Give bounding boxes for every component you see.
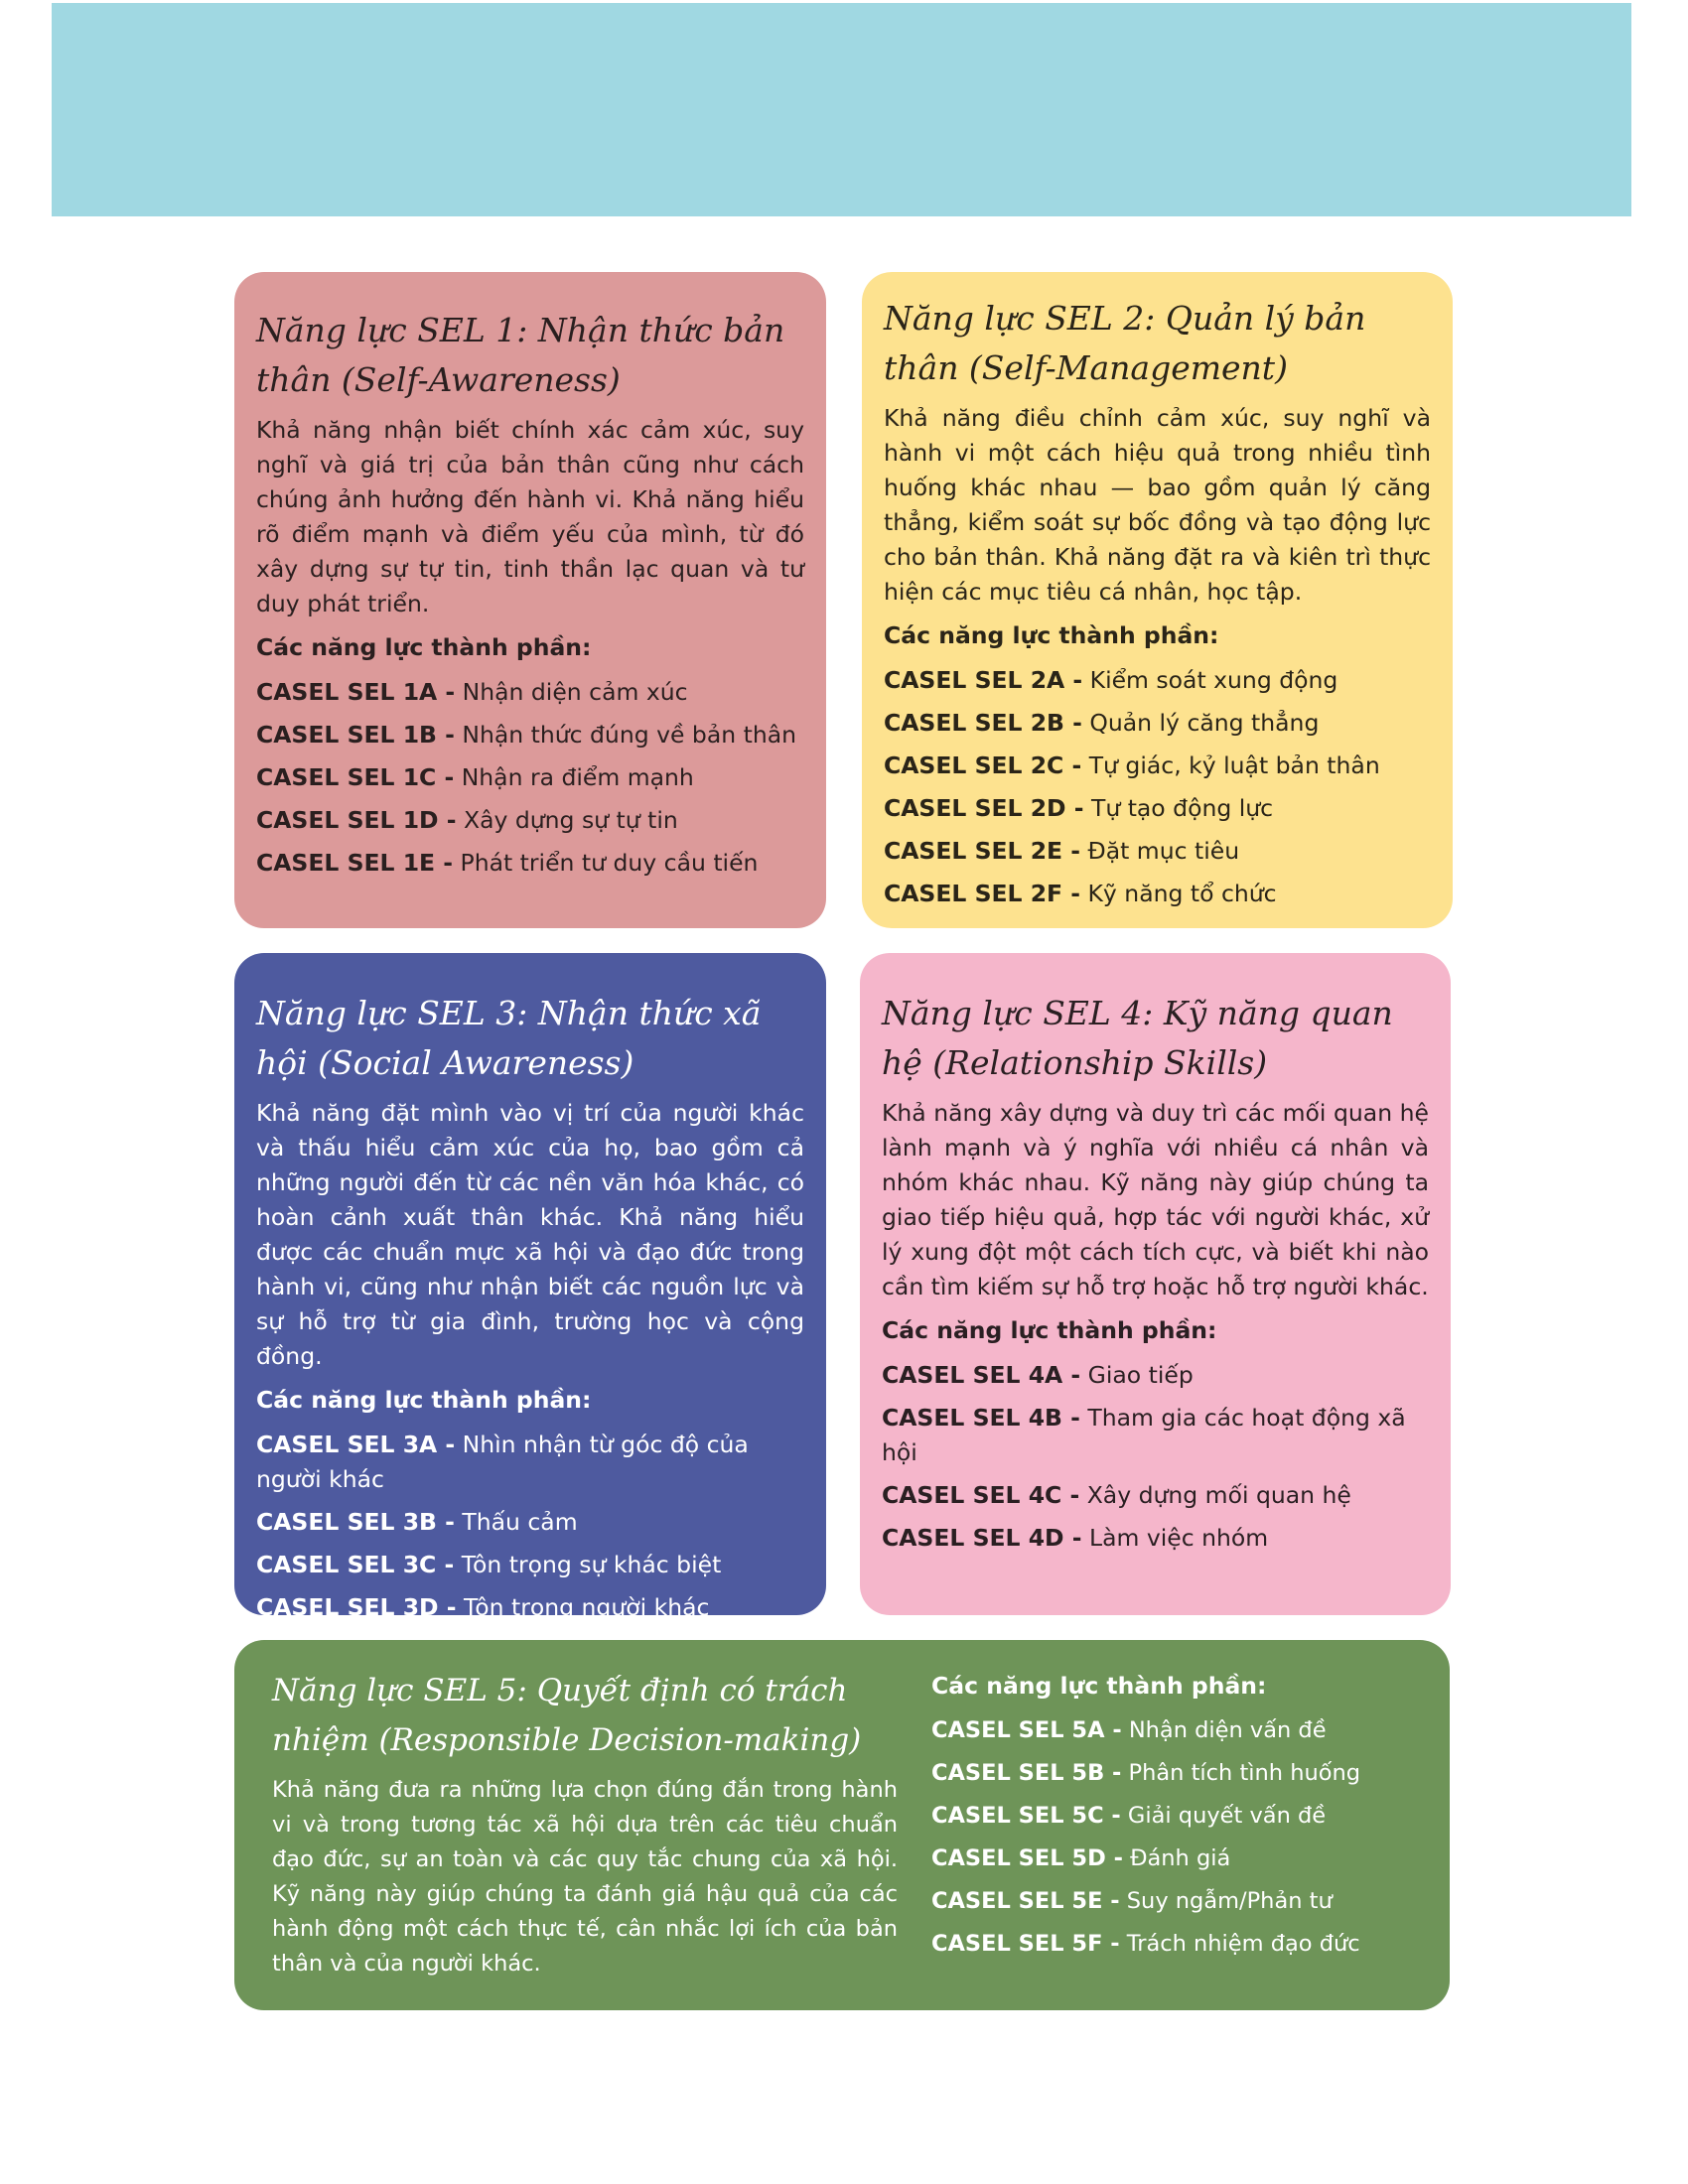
component-code: CASEL SEL 3A -: [256, 1431, 456, 1458]
component-name: Đánh giá: [1122, 1845, 1231, 1871]
component-name: Quản lý căng thẳng: [1081, 709, 1320, 737]
card-sel-1: Năng lực SEL 1: Nhận thức bản thân (Self…: [234, 272, 826, 928]
component-code: CASEL SEL 3C -: [256, 1551, 455, 1578]
card-sel-4: Năng lực SEL 4: Kỹ năng quan hệ (Relatio…: [860, 953, 1451, 1615]
components-heading: Các năng lực thành phần:: [256, 633, 592, 661]
component-code: CASEL SEL 1D -: [256, 806, 457, 834]
component-name: Trách nhiệm đạo đức: [1119, 1931, 1360, 1957]
card-sel-5: Năng lực SEL 5: Quyết định có trách nhiệ…: [234, 1640, 1450, 2010]
component-name: Làm việc nhóm: [1081, 1524, 1269, 1552]
card-sel-2: Năng lực SEL 2: Quản lý bản thân (Self-M…: [862, 272, 1453, 928]
component-name: Tôn trọng sự khác biệt: [454, 1551, 722, 1578]
component-code: CASEL SEL 4C -: [882, 1481, 1080, 1509]
component-name: Tự tạo động lực: [1083, 794, 1274, 822]
header-banner: [52, 3, 1631, 216]
component-code: CASEL SEL 5B -: [931, 1760, 1122, 1786]
component-item: CASEL SEL 3B - Thấu cảm: [256, 1505, 804, 1540]
component-item: CASEL SEL 2E - Đặt mục tiêu: [884, 834, 1431, 869]
component-name: Tham gia các hoạt động xã hội: [882, 1404, 1406, 1466]
component-item: CASEL SEL 1E - Phát triển tư duy cầu tiế…: [256, 846, 804, 881]
components-heading: Các năng lực thành phần:: [256, 1386, 592, 1414]
card-right-column: Các năng lực thành phần: CASEL SEL 5A - N…: [931, 1666, 1410, 1990]
component-item: CASEL SEL 4D - Làm việc nhóm: [882, 1521, 1429, 1556]
component-name: Nhìn nhận từ góc độ của người khác: [256, 1431, 749, 1493]
component-name: Đặt mục tiêu: [1080, 837, 1240, 865]
component-item: CASEL SEL 5C - Giải quyết vấn đề: [931, 1799, 1410, 1834]
component-name: Giao tiếp: [1080, 1361, 1194, 1389]
component-item: CASEL SEL 1C - Nhận ra điểm mạnh: [256, 760, 804, 795]
component-item: CASEL SEL 2C - Tự giác, kỷ luật bản thân: [884, 749, 1431, 783]
component-code: CASEL SEL 2B -: [884, 709, 1082, 737]
component-item: CASEL SEL 2A - Kiểm soát xung động: [884, 663, 1431, 698]
component-name: Phát triển tư duy cầu tiến: [453, 849, 759, 877]
component-item: CASEL SEL 1B - Nhận thức đúng về bản thâ…: [256, 718, 804, 752]
component-name: Thấu cảm: [454, 1508, 578, 1536]
component-code: CASEL SEL 5C -: [931, 1803, 1121, 1829]
component-code: CASEL SEL 2A -: [884, 666, 1083, 694]
component-name: Xây dựng mối quan hệ: [1079, 1481, 1351, 1509]
component-code: CASEL SEL 4A -: [882, 1361, 1081, 1389]
component-item: CASEL SEL 2D - Tự tạo động lực: [884, 791, 1431, 826]
card-sel-3: Năng lực SEL 3: Nhận thức xã hội (Social…: [234, 953, 826, 1621]
card-description: Khả năng nhận biết chính xác cảm xúc, su…: [256, 416, 804, 617]
component-code: CASEL SEL 2D -: [884, 794, 1084, 822]
component-item: CASEL SEL 1D - Xây dựng sự tự tin: [256, 803, 804, 838]
component-code: CASEL SEL 5F -: [931, 1931, 1120, 1957]
component-item: CASEL SEL 3A - Nhìn nhận từ góc độ của n…: [256, 1428, 804, 1497]
component-name: Xây dựng sự tự tin: [456, 806, 678, 834]
component-name: Kiểm soát xung động: [1082, 666, 1338, 694]
card-title: Năng lực SEL 5: Quyết định có trách nhiệ…: [272, 1673, 862, 1758]
component-name: Giải quyết vấn đề: [1120, 1803, 1327, 1829]
component-name: Nhận ra điểm mạnh: [454, 763, 694, 791]
component-item: CASEL SEL 1A - Nhận diện cảm xúc: [256, 675, 804, 710]
component-code: CASEL SEL 1C -: [256, 763, 455, 791]
component-name: Suy ngẫm/Phản tư: [1119, 1888, 1333, 1914]
components-heading: Các năng lực thành phần:: [882, 1316, 1217, 1344]
card-title: Năng lực SEL 4: Kỹ năng quan hệ (Relatio…: [882, 994, 1393, 1082]
component-code: CASEL SEL 2E -: [884, 837, 1081, 865]
card-left-column: Năng lực SEL 5: Quyết định có trách nhiệ…: [272, 1666, 898, 1990]
component-code: CASEL SEL 3D -: [256, 1593, 457, 1621]
component-code: CASEL SEL 2C -: [884, 751, 1082, 779]
component-code: CASEL SEL 4B -: [882, 1404, 1080, 1432]
card-title: Năng lực SEL 2: Quản lý bản thân (Self-M…: [884, 299, 1366, 387]
card-description: Khả năng đặt mình vào vị trí của người k…: [256, 1099, 804, 1370]
card-description: Khả năng xây dựng và duy trì các mối qua…: [882, 1099, 1429, 1300]
component-name: Phân tích tình huống: [1121, 1760, 1361, 1786]
component-name: Kỹ năng tổ chức: [1080, 880, 1277, 907]
component-item: CASEL SEL 5A - Nhận diện vấn đề: [931, 1713, 1410, 1748]
component-code: CASEL SEL 5E -: [931, 1888, 1120, 1914]
component-name: Nhận diện cảm xúc: [455, 678, 688, 706]
component-code: CASEL SEL 1E -: [256, 849, 454, 877]
component-code: CASEL SEL 3B -: [256, 1508, 455, 1536]
component-name: Tự giác, kỷ luật bản thân: [1081, 751, 1380, 779]
component-item: CASEL SEL 4C - Xây dựng mối quan hệ: [882, 1478, 1429, 1513]
component-item: CASEL SEL 2B - Quản lý căng thẳng: [884, 706, 1431, 741]
component-item: CASEL SEL 5E - Suy ngẫm/Phản tư: [931, 1884, 1410, 1919]
component-code: CASEL SEL 2F -: [884, 880, 1081, 907]
components-heading: Các năng lực thành phần:: [931, 1672, 1267, 1700]
card-description: Khả năng đưa ra những lựa chọn đúng đắn …: [272, 1777, 898, 1977]
component-name: Nhận thức đúng về bản thân: [454, 721, 797, 749]
component-item: CASEL SEL 5B - Phân tích tình huống: [931, 1756, 1410, 1791]
component-code: CASEL SEL 5A -: [931, 1717, 1122, 1743]
component-item: CASEL SEL 2F - Kỹ năng tổ chức: [884, 877, 1431, 911]
component-code: CASEL SEL 4D -: [882, 1524, 1082, 1552]
component-item: CASEL SEL 4B - Tham gia các hoạt động xã…: [882, 1401, 1429, 1470]
component-code: CASEL SEL 5D -: [931, 1845, 1123, 1871]
components-heading: Các năng lực thành phần:: [884, 621, 1219, 649]
component-item: CASEL SEL 5F - Trách nhiệm đạo đức: [931, 1927, 1410, 1962]
component-code: CASEL SEL 1A -: [256, 678, 456, 706]
component-item: CASEL SEL 3D - Tôn trọng người khác: [256, 1590, 804, 1625]
component-item: CASEL SEL 4A - Giao tiếp: [882, 1358, 1429, 1393]
component-name: Nhận diện vấn đề: [1121, 1717, 1327, 1743]
component-name: Tôn trọng người khác: [456, 1593, 710, 1621]
card-title: Năng lực SEL 1: Nhận thức bản thân (Self…: [256, 311, 785, 399]
component-code: CASEL SEL 1B -: [256, 721, 455, 749]
card-title: Năng lực SEL 3: Nhận thức xã hội (Social…: [256, 994, 762, 1082]
component-item: CASEL SEL 3C - Tôn trọng sự khác biệt: [256, 1548, 804, 1582]
component-item: CASEL SEL 5D - Đánh giá: [931, 1842, 1410, 1876]
card-description: Khả năng điều chỉnh cảm xúc, suy nghĩ và…: [884, 404, 1431, 606]
